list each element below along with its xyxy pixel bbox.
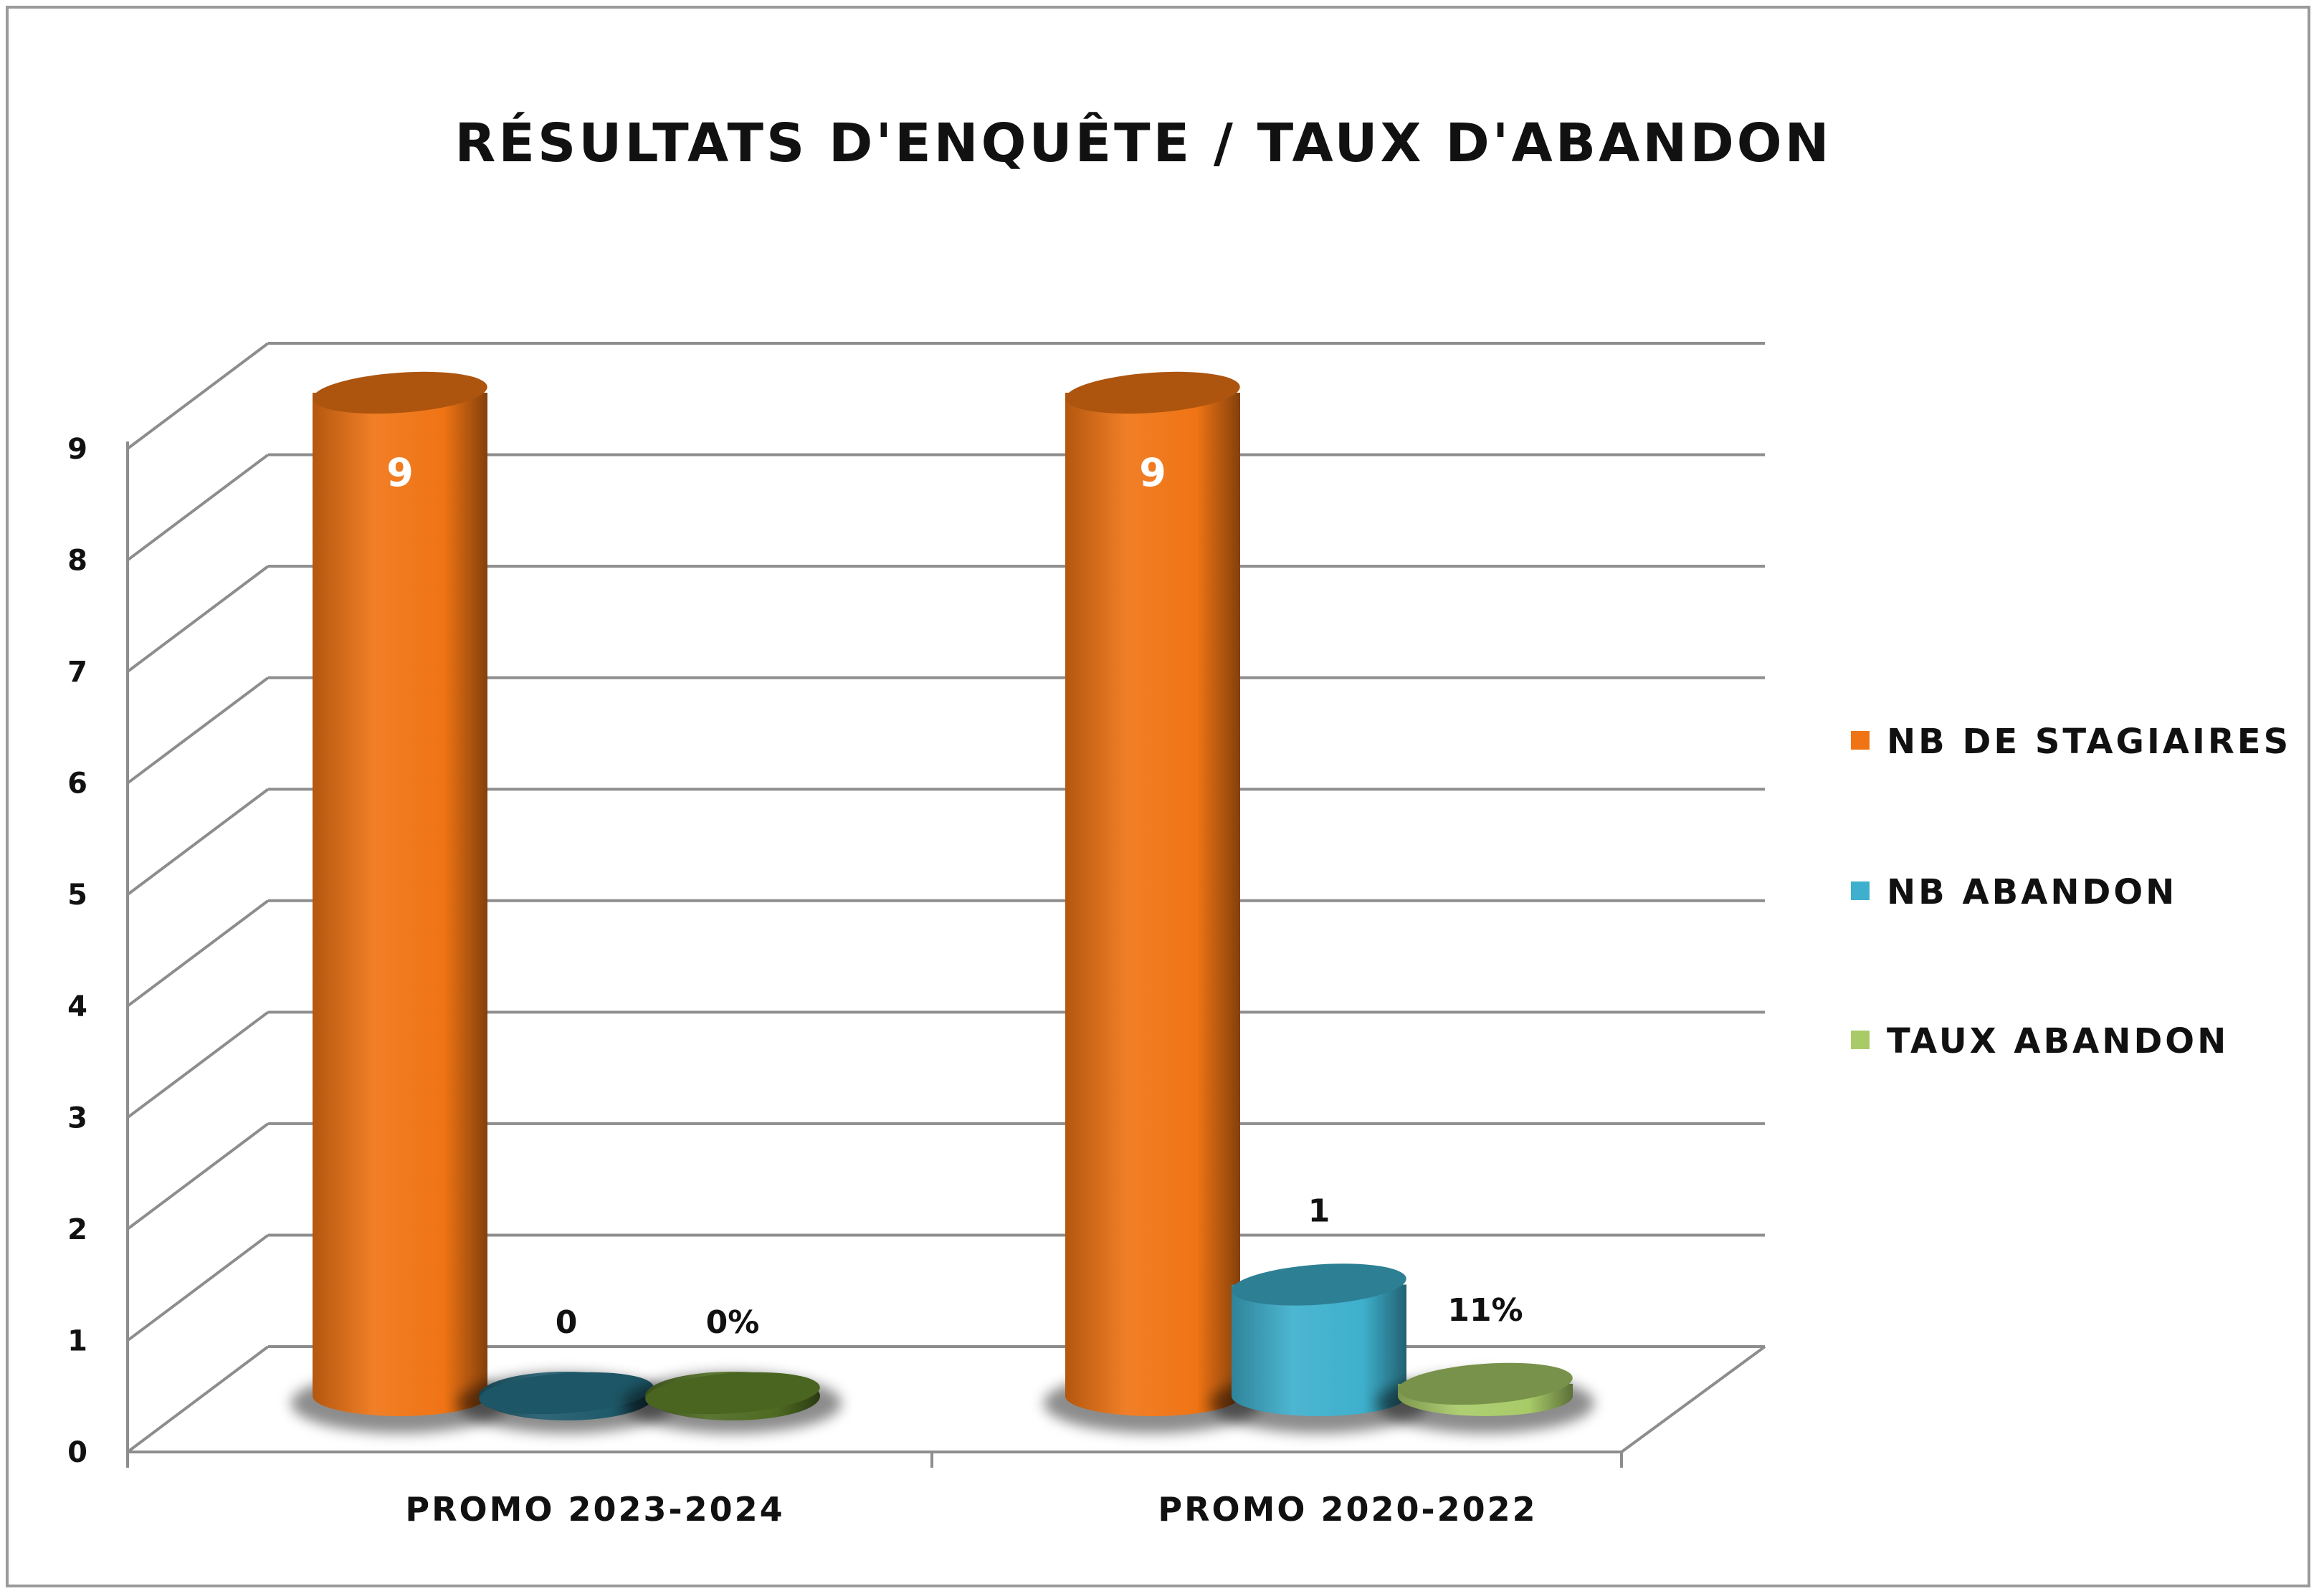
chart: RÉSULTATS D'ENQUÊTE / TAUX D'ABANDON 0 1 2… bbox=[67, 111, 2291, 1529]
y-tick-label: 0 bbox=[67, 1436, 87, 1469]
x-tick-label: PROMO 2023-2024 bbox=[405, 1490, 784, 1529]
side-wall-line bbox=[126, 565, 270, 673]
side-wall-line bbox=[126, 899, 270, 1008]
bar-s0-c1-body bbox=[1065, 393, 1240, 1416]
side-wall-line bbox=[126, 342, 270, 450]
chart-frame: RÉSULTATS D'ENQUÊTE / TAUX D'ABANDON 0 1 2… bbox=[6, 6, 2310, 1587]
side-wall-line bbox=[126, 788, 270, 896]
bar-s0-c0-top bbox=[313, 371, 487, 414]
y-axis: 0 1 2 3 4 5 6 7 8 9 bbox=[67, 433, 87, 1469]
bar-s2-c1-top bbox=[1398, 1362, 1573, 1405]
bar-s1-c0 bbox=[457, 1372, 675, 1433]
y-tick-label: 3 bbox=[67, 1102, 87, 1134]
legend-item: NB ABANDON bbox=[1851, 872, 2177, 912]
bar-s1-c1-body bbox=[1232, 1284, 1406, 1416]
y-tick-label: 6 bbox=[67, 768, 87, 801]
bar-s0-c1 bbox=[1044, 371, 1262, 1433]
y-tick-label: 4 bbox=[67, 990, 87, 1023]
data-label: 9 bbox=[386, 450, 414, 495]
bar-s0-c0 bbox=[291, 371, 509, 1433]
side-wall-line bbox=[126, 677, 270, 785]
bar-s2-c1 bbox=[1376, 1362, 1594, 1433]
x-axis: PROMO 2023-2024 PROMO 2020-2022 bbox=[405, 1490, 1537, 1529]
data-label: 9 bbox=[1139, 450, 1166, 495]
y-tick-label: 9 bbox=[67, 433, 87, 466]
bar-s2-c0 bbox=[624, 1372, 842, 1433]
legend-item: TAUX ABANDON bbox=[1851, 1021, 2229, 1061]
bar-s1-c0-top bbox=[479, 1372, 654, 1415]
data-label: 0 bbox=[556, 1304, 578, 1341]
bar-s2-c0-top bbox=[645, 1372, 820, 1415]
side-wall-line bbox=[126, 1233, 270, 1342]
data-label: 1 bbox=[1308, 1193, 1330, 1229]
side-wall-line bbox=[126, 453, 270, 562]
plot-walls bbox=[126, 342, 1766, 1468]
bar-s1-c1 bbox=[1210, 1263, 1428, 1433]
y-tick-label: 2 bbox=[67, 1213, 87, 1246]
side-wall-line bbox=[126, 1122, 270, 1231]
x-tick-label: PROMO 2020-2022 bbox=[1158, 1490, 1537, 1529]
legend-swatch bbox=[1851, 881, 1870, 900]
bar-s0-c0-body bbox=[313, 393, 487, 1416]
chart-title: RÉSULTATS D'ENQUÊTE / TAUX D'ABANDON bbox=[454, 111, 1832, 174]
legend: NB DE STAGIAIRES NB ABANDON TAUX ABANDON bbox=[1851, 722, 2291, 1061]
legend-label: NB DE STAGIAIRES bbox=[1887, 722, 2291, 762]
side-wall-line bbox=[126, 1345, 270, 1453]
legend-swatch bbox=[1851, 1031, 1870, 1049]
legend-label: TAUX ABANDON bbox=[1887, 1021, 2229, 1061]
plot-area: 9 0 0% 9 1 11% bbox=[291, 371, 1594, 1433]
side-wall-line bbox=[126, 1010, 270, 1119]
legend-label: NB ABANDON bbox=[1887, 872, 2177, 912]
bar-s1-c1-top bbox=[1232, 1263, 1406, 1306]
bar-s0-c1-top bbox=[1065, 371, 1240, 414]
y-tick-label: 8 bbox=[67, 545, 87, 578]
legend-item: NB DE STAGIAIRES bbox=[1851, 722, 2291, 762]
y-tick-label: 7 bbox=[67, 656, 87, 689]
y-tick-label: 1 bbox=[67, 1324, 87, 1357]
floor-right-edge bbox=[1620, 1345, 1766, 1453]
legend-swatch bbox=[1851, 731, 1870, 750]
data-label: 11% bbox=[1447, 1292, 1523, 1329]
data-label: 0% bbox=[706, 1304, 760, 1341]
y-tick-label: 5 bbox=[67, 879, 87, 912]
